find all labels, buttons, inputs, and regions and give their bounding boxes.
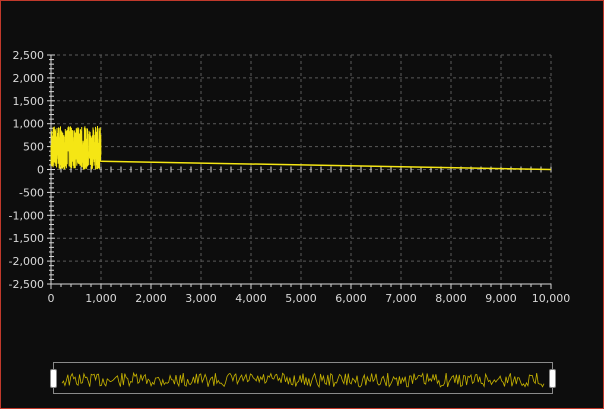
x-tick-label: 10,000 bbox=[532, 292, 571, 305]
series-trend-line bbox=[100, 160, 552, 171]
navigator-right-handle[interactable] bbox=[549, 369, 556, 388]
x-tick-label: 1,000 bbox=[85, 292, 117, 305]
x-tick-label: 0 bbox=[48, 292, 55, 305]
y-tick-label: 500 bbox=[23, 141, 44, 154]
y-tick-label: 1,500 bbox=[13, 95, 45, 108]
x-tick-label: 9,000 bbox=[485, 292, 517, 305]
y-tick-label: -2,000 bbox=[9, 255, 44, 268]
navigator-series-line bbox=[61, 371, 545, 389]
range-navigator[interactable] bbox=[50, 362, 556, 394]
x-tick-label: 3,000 bbox=[185, 292, 217, 305]
x-tick-label: 7,000 bbox=[385, 292, 417, 305]
x-tick-label: 5,000 bbox=[285, 292, 317, 305]
x-tick-label: 4,000 bbox=[235, 292, 267, 305]
x-tick-label: 8,000 bbox=[435, 292, 467, 305]
navigator-preview bbox=[61, 371, 545, 389]
y-tick-label: 2,500 bbox=[13, 49, 45, 62]
y-tick-label: -1,500 bbox=[9, 232, 44, 245]
x-tick-label: 6,000 bbox=[335, 292, 367, 305]
navigator-left-handle[interactable] bbox=[50, 369, 57, 388]
y-tick-label: -1,000 bbox=[9, 209, 44, 222]
series-noise-segment bbox=[50, 126, 102, 170]
y-tick-label: 0 bbox=[37, 164, 44, 177]
y-tick-label: -500 bbox=[19, 186, 44, 199]
x-tick-label: 2,000 bbox=[135, 292, 167, 305]
y-tick-label: -2,500 bbox=[9, 278, 44, 291]
y-tick-label: 2,000 bbox=[13, 72, 45, 85]
y-tick-label: 1,000 bbox=[13, 118, 45, 131]
